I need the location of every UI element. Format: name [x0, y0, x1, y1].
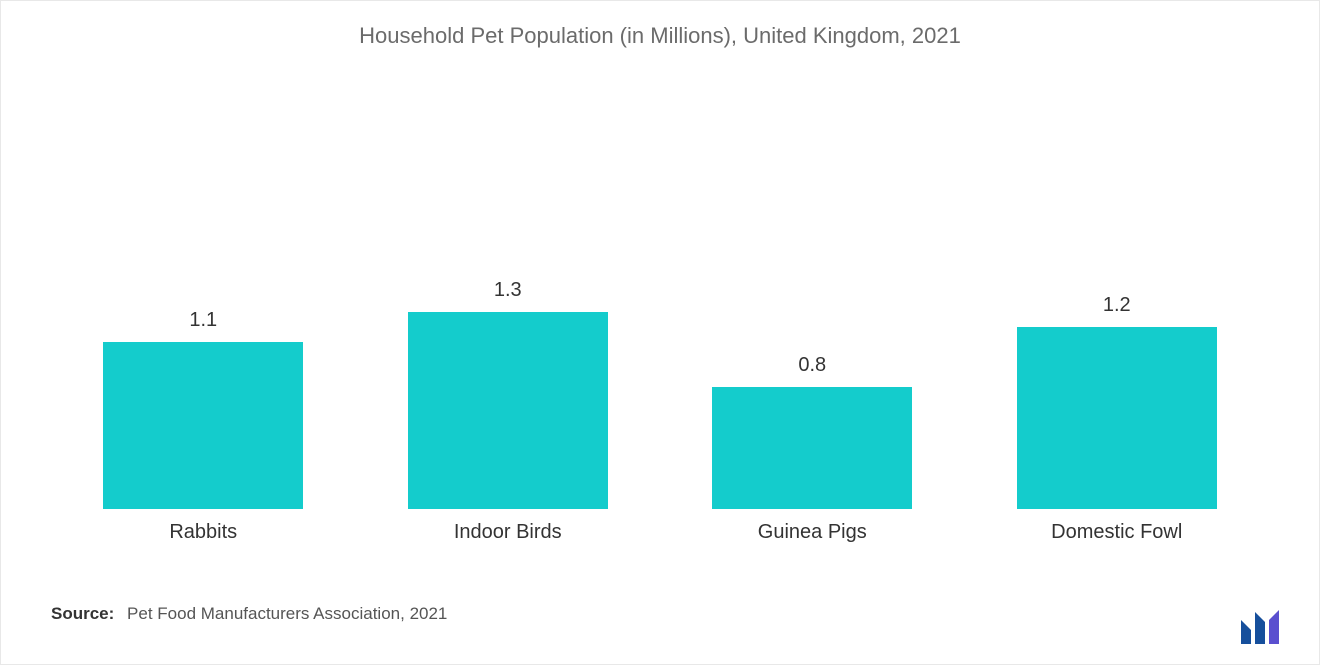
- bar-indoor-birds: [408, 312, 608, 509]
- bar-group-domestic-fowl: 1.2 Domestic Fowl: [997, 294, 1237, 544]
- bar-guinea-pigs: [712, 387, 912, 509]
- chart-plot-area: 1.1 Rabbits 1.3 Indoor Birds 0.8 Guinea …: [51, 81, 1269, 544]
- bar-group-rabbits: 1.1 Rabbits: [83, 309, 323, 544]
- chart-container: Household Pet Population (in Millions), …: [0, 0, 1320, 665]
- source-attribution: Source: Pet Food Manufacturers Associati…: [51, 604, 447, 624]
- bar-category-label: Domestic Fowl: [1051, 521, 1182, 544]
- brand-logo-icon: [1239, 606, 1299, 646]
- bar-category-label: Guinea Pigs: [758, 521, 867, 544]
- bar-value-label: 0.8: [798, 354, 826, 377]
- bar-group-indoor-birds: 1.3 Indoor Birds: [388, 279, 628, 544]
- bar-domestic-fowl: [1017, 327, 1217, 509]
- source-prefix-label: Source:: [51, 604, 114, 623]
- bar-rabbits: [103, 342, 303, 509]
- bar-value-label: 1.1: [189, 309, 217, 332]
- bar-category-label: Rabbits: [169, 521, 237, 544]
- chart-title: Household Pet Population (in Millions), …: [1, 1, 1319, 49]
- bar-group-guinea-pigs: 0.8 Guinea Pigs: [692, 354, 932, 544]
- bar-value-label: 1.2: [1103, 294, 1131, 317]
- bar-category-label: Indoor Birds: [454, 521, 562, 544]
- source-text: Pet Food Manufacturers Association, 2021: [127, 604, 447, 623]
- bar-value-label: 1.3: [494, 279, 522, 302]
